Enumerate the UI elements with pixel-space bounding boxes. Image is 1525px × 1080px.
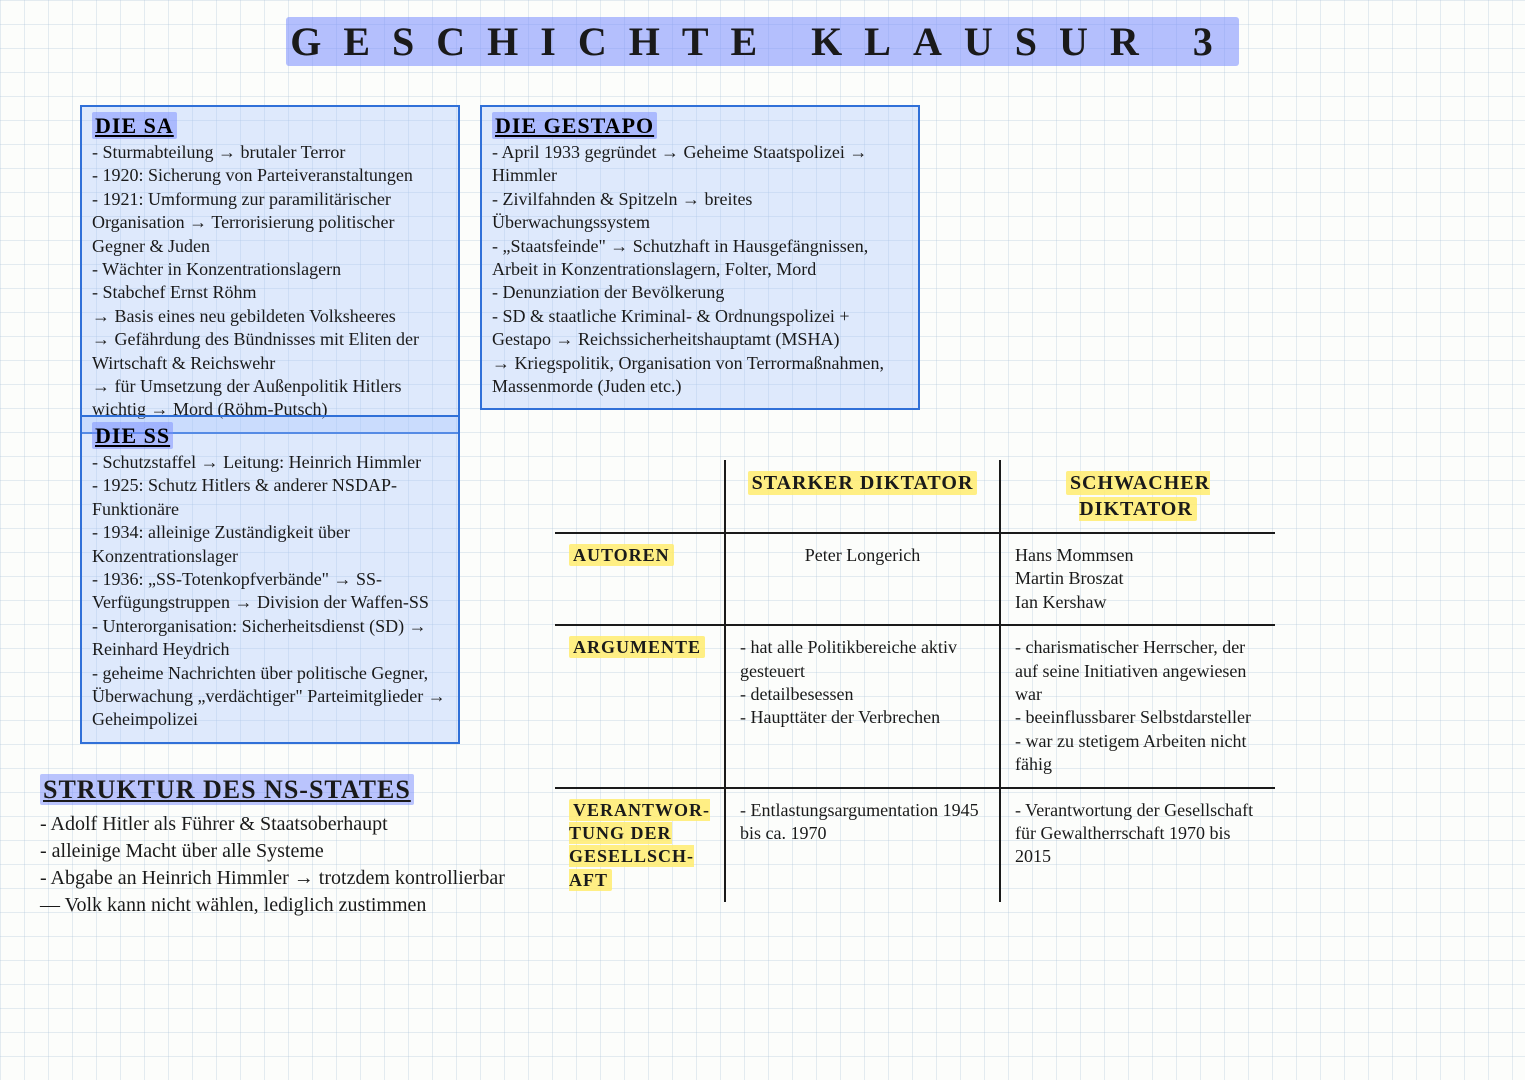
box-ss-line: - geheime Nachrichten über politische Ge… bbox=[92, 662, 448, 732]
box-sa-line: → Gefährdung des Bündnisses mit Eliten d… bbox=[92, 328, 448, 375]
box-sa-line: - Sturmabteilung → brutaler Terror bbox=[92, 141, 448, 164]
box-gestapo: DIE GESTAPO - April 1933 gegründet → Geh… bbox=[480, 105, 920, 410]
row-autoren-head: AUTOREN bbox=[555, 533, 725, 625]
table-header-row: STARKER DIKTATOR SCHWACHER DIKTATOR bbox=[555, 460, 1275, 533]
diktator-table: STARKER DIKTATOR SCHWACHER DIKTATOR AUTO… bbox=[555, 460, 1275, 902]
row-verantwortung-head: VERANTWOR-TUNG DERGESELLSCH-AFT bbox=[555, 788, 725, 903]
col-schwacher: SCHWACHER DIKTATOR bbox=[1000, 460, 1275, 533]
box-sa-line: → Basis eines neu gebildeten Volksheeres bbox=[92, 305, 448, 328]
box-gestapo-line: - Zivilfahnden & Spitzeln → breites Über… bbox=[492, 188, 908, 235]
box-gestapo-title: DIE GESTAPO bbox=[492, 113, 908, 139]
box-gestapo-line: - Denunziation der Bevölkerung bbox=[492, 281, 908, 304]
cell-argumente-schwach: - charismatischer Herrscher, der auf sei… bbox=[1000, 625, 1275, 787]
table-row: VERANTWOR-TUNG DERGESELLSCH-AFT - Entlas… bbox=[555, 788, 1275, 903]
title-text: GESCHICHTE KLAUSUR 3 bbox=[286, 17, 1239, 66]
cell-autoren-stark: Peter Longerich bbox=[725, 533, 1000, 625]
page-title: GESCHICHTE KLAUSUR 3 bbox=[0, 18, 1525, 65]
box-gestapo-line: - SD & staatliche Kriminal- & Ordnungspo… bbox=[492, 305, 908, 352]
table-corner bbox=[555, 460, 725, 533]
struktur-line: - Abgabe an Heinrich Himmler → trotzdem … bbox=[40, 865, 520, 892]
table-row: ARGUMENTE - hat alle Politikbereiche akt… bbox=[555, 625, 1275, 787]
box-ss-line: - 1936: „SS-Totenkopfverbände" → SS-Verf… bbox=[92, 568, 448, 615]
struktur-title: STRUKTUR DES NS-STATES bbox=[40, 775, 520, 805]
box-sa-line: - Stabchef Ernst Röhm bbox=[92, 281, 448, 304]
box-gestapo-line: - April 1933 gegründet → Geheime Staatsp… bbox=[492, 141, 908, 188]
box-sa-line: - 1920: Sicherung von Parteiveranstaltun… bbox=[92, 164, 448, 187]
box-sa: DIE SA - Sturmabteilung → brutaler Terro… bbox=[80, 105, 460, 434]
cell-autoren-schwach: Hans MommsenMartin BroszatIan Kershaw bbox=[1000, 533, 1275, 625]
cell-verantwortung-stark: - Entlastungsargumentation 1945 bis ca. … bbox=[725, 788, 1000, 903]
box-gestapo-line: - „Staatsfeinde" → Schutzhaft in Hausgef… bbox=[492, 235, 908, 282]
table-row: AUTOREN Peter Longerich Hans MommsenMart… bbox=[555, 533, 1275, 625]
col-starker: STARKER DIKTATOR bbox=[725, 460, 1000, 533]
cell-verantwortung-schwach: - Verantwortung der Gesellschaft für Gew… bbox=[1000, 788, 1275, 903]
section-struktur: STRUKTUR DES NS-STATES - Adolf Hitler al… bbox=[40, 775, 520, 919]
box-ss-line: - Unterorganisation: Sicherheitsdienst (… bbox=[92, 615, 448, 662]
row-argumente-head: ARGUMENTE bbox=[555, 625, 725, 787]
box-sa-title: DIE SA bbox=[92, 113, 448, 139]
struktur-line: - alleinige Macht über alle Systeme bbox=[40, 838, 520, 865]
box-ss-title: DIE SS bbox=[92, 423, 448, 449]
box-ss: DIE SS - Schutzstaffel → Leitung: Heinri… bbox=[80, 415, 460, 744]
box-ss-line: - Schutzstaffel → Leitung: Heinrich Himm… bbox=[92, 451, 448, 474]
box-gestapo-line: → Kriegspolitik, Organisation von Terror… bbox=[492, 352, 908, 399]
box-ss-line: - 1925: Schutz Hitlers & anderer NSDAP-F… bbox=[92, 474, 448, 521]
struktur-line: - Adolf Hitler als Führer & Staatsoberha… bbox=[40, 811, 520, 838]
box-ss-line: - 1934: alleinige Zuständigkeit über Kon… bbox=[92, 521, 448, 568]
box-sa-line: - 1921: Umformung zur paramilitärischer … bbox=[92, 188, 448, 258]
cell-argumente-stark: - hat alle Politikbereiche aktiv gesteue… bbox=[725, 625, 1000, 787]
struktur-line: — Volk kann nicht wählen, lediglich zust… bbox=[40, 892, 520, 919]
box-sa-line: - Wächter in Konzentrationslagern bbox=[92, 258, 448, 281]
